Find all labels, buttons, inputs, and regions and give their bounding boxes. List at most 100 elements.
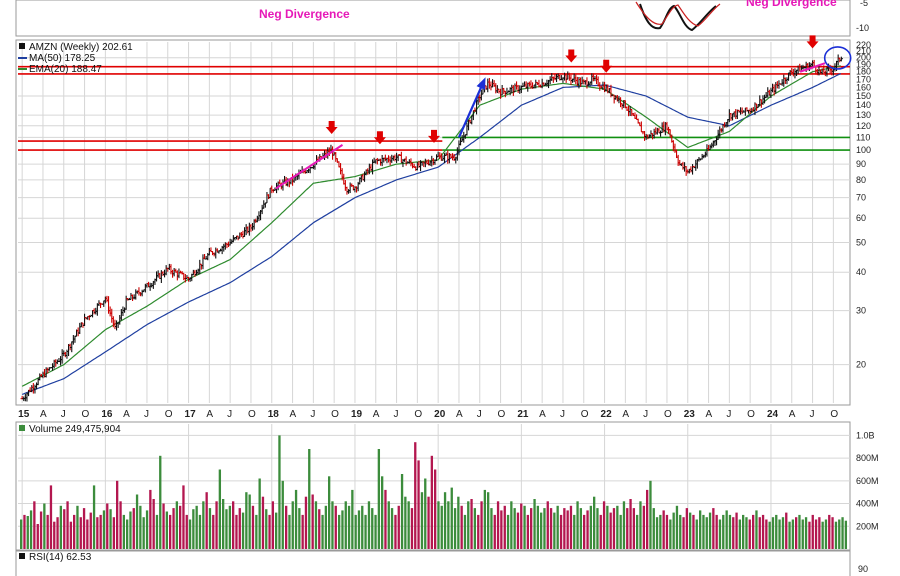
price-y-tick: 100 xyxy=(856,145,871,155)
volume-bar xyxy=(102,510,106,549)
volume-bar xyxy=(523,505,526,549)
volume-bar xyxy=(338,514,341,549)
volume-bar xyxy=(82,508,86,549)
volume-bar xyxy=(311,494,314,549)
volume-bar xyxy=(814,519,818,549)
x-tick-month: A xyxy=(40,409,47,420)
legend-volume: Volume 249,475,904 xyxy=(29,424,121,435)
volume-bar xyxy=(559,514,563,549)
volume-bar xyxy=(785,512,788,549)
legend-ema: EMA(20) 188.47 xyxy=(29,64,102,75)
volume-bar xyxy=(49,485,53,549)
volume-bar xyxy=(66,501,69,549)
sell-signal-arrow xyxy=(600,59,613,73)
volume-bar xyxy=(752,514,755,549)
volume-bar xyxy=(828,514,831,549)
volume-bar xyxy=(692,514,695,549)
volume-bar xyxy=(699,510,702,549)
volume-bar xyxy=(520,503,523,549)
volume-bar xyxy=(576,501,579,549)
volume-bar xyxy=(420,492,424,549)
volume-bar xyxy=(414,442,417,549)
volume-bar xyxy=(665,514,669,549)
legend-rsi-swatch xyxy=(19,553,25,559)
volume-bar xyxy=(516,512,520,549)
volume-bar xyxy=(801,519,804,549)
volume-bar xyxy=(29,510,33,549)
legend-symbol-swatch xyxy=(19,43,25,49)
x-tick-year: 21 xyxy=(517,409,529,420)
x-tick-month: O xyxy=(165,409,173,420)
volume-bar xyxy=(533,499,536,549)
volume-bar xyxy=(844,520,848,549)
volume-bar xyxy=(622,501,626,549)
volume-bar xyxy=(526,514,530,549)
volume-bar xyxy=(434,469,437,549)
volume-bar xyxy=(718,519,722,549)
volume-bar xyxy=(831,517,834,549)
volume-bar xyxy=(715,514,718,549)
volume-bar xyxy=(258,478,261,549)
highlight-circle xyxy=(823,46,852,70)
top-tick-10: -10 xyxy=(856,23,869,33)
volume-bar xyxy=(689,512,692,549)
price-y-tick: 40 xyxy=(856,267,866,277)
volume-bar xyxy=(63,509,66,549)
volume-bar xyxy=(241,512,245,549)
volume-bar xyxy=(145,510,149,549)
volume-bar xyxy=(271,501,275,549)
volume-bar xyxy=(487,492,490,549)
volume-bar xyxy=(437,501,440,549)
x-tick-year: 17 xyxy=(185,409,197,420)
top-indicator-signal xyxy=(635,1,721,27)
price-y-tick: 150 xyxy=(856,91,871,101)
x-tick-month: J xyxy=(61,409,66,420)
volume-bar xyxy=(347,505,351,549)
volume-bar xyxy=(218,469,222,549)
trend-arrow-line xyxy=(457,80,485,138)
volume-bar xyxy=(609,512,612,549)
volume-bar xyxy=(96,517,99,549)
volume-bar xyxy=(228,505,232,549)
volume-bar xyxy=(573,514,576,549)
x-tick-year: 24 xyxy=(767,409,779,420)
volume-bar xyxy=(566,510,569,549)
price-y-tick: 130 xyxy=(856,110,871,120)
price-y-tick: 200 xyxy=(856,53,871,63)
volume-bar xyxy=(215,501,218,549)
volume-bar xyxy=(119,501,122,549)
volume-bar xyxy=(781,517,785,549)
x-tick-month: A xyxy=(123,409,130,420)
volume-bar xyxy=(354,514,357,549)
volume-bar xyxy=(202,501,205,549)
volume-bar xyxy=(149,489,152,549)
x-tick-month: O xyxy=(414,409,422,420)
volume-bar xyxy=(569,505,573,549)
volume-bar xyxy=(586,510,589,549)
volume-bar xyxy=(675,505,679,549)
volume-bar xyxy=(404,496,407,549)
volume-bar xyxy=(371,508,374,549)
volume-bar xyxy=(510,501,513,549)
volume-bar xyxy=(556,505,559,549)
x-tick-month: O xyxy=(747,409,755,420)
volume-bar xyxy=(530,508,533,549)
volume-bar xyxy=(589,505,593,549)
volume-bar xyxy=(265,509,268,549)
volume-bar xyxy=(705,517,708,549)
sell-signal-arrow xyxy=(428,129,440,143)
volume-bar xyxy=(99,514,102,549)
volume-bar xyxy=(321,514,324,549)
volume-bar xyxy=(222,499,225,549)
x-tick-month: J xyxy=(560,409,565,420)
volume-y-tick: 200M xyxy=(856,521,879,531)
x-tick-month: A xyxy=(539,409,546,420)
x-tick-month: A xyxy=(373,409,380,420)
volume-bar xyxy=(708,512,712,549)
volume-bar xyxy=(142,517,145,549)
volume-bar xyxy=(334,505,337,549)
volume-bar xyxy=(659,514,662,549)
x-tick-month: A xyxy=(290,409,297,420)
